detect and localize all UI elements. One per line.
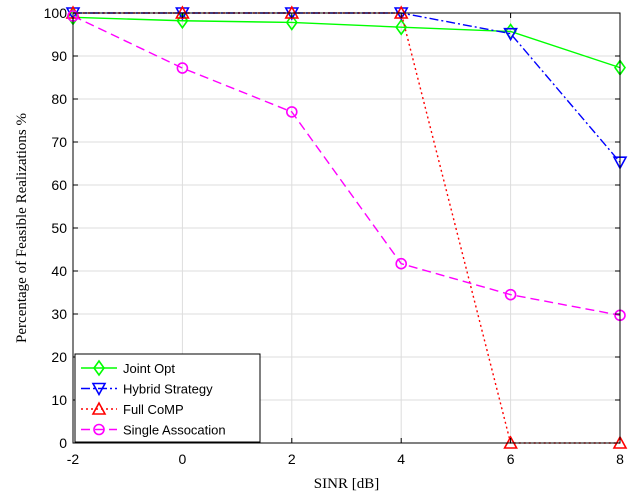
x-tick-label: 4 (397, 451, 405, 467)
y-tick-label: 40 (51, 263, 67, 279)
data-point (285, 106, 298, 118)
data-point (285, 14, 298, 31)
legend-label: Hybrid Strategy (123, 382, 213, 397)
legend-swatch-marker (91, 382, 107, 397)
x-tick-label: 2 (288, 451, 296, 467)
y-tick-label: 30 (51, 306, 67, 322)
y-tick-label: 0 (59, 435, 67, 451)
data-point (504, 288, 517, 301)
y-tick-label: 70 (51, 134, 67, 150)
legend-swatch-marker (93, 423, 105, 436)
x-axis-label: SINR [dB] (314, 476, 379, 492)
series-line (72, 16, 621, 69)
x-tick-label: 6 (507, 451, 515, 467)
legend-label: Full CoMP (123, 402, 184, 417)
data-point (395, 257, 408, 270)
data-point (176, 62, 189, 74)
legend-label: Joint Opt (123, 361, 175, 376)
y-tick-label: 80 (51, 91, 67, 107)
y-tick-label: 90 (51, 48, 67, 64)
y-tick-label: 60 (51, 177, 67, 193)
y-tick-label: 20 (51, 349, 67, 365)
legend-label: Single Assocation (123, 423, 226, 438)
legend-swatch-marker (93, 359, 105, 377)
y-axis-label: Percentage of Feasible Realizations % (14, 113, 30, 343)
y-tick-label: 100 (44, 5, 68, 21)
y-tick-label: 50 (51, 220, 67, 236)
legend: Joint Opt Hybrid Strategy Full CoMP Single … (74, 353, 261, 443)
data-point (503, 27, 518, 42)
legend-swatch-marker (91, 401, 107, 415)
x-tick-label: 0 (179, 451, 187, 467)
y-tick-label: 10 (51, 392, 67, 408)
series-line (72, 15, 621, 316)
x-tick-label: -2 (67, 451, 80, 467)
x-tick-label: 8 (616, 451, 624, 467)
